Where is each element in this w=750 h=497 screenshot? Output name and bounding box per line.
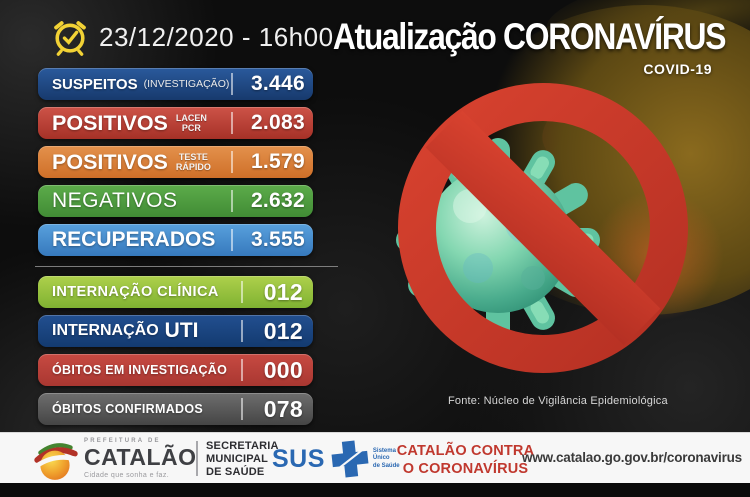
stat-value-divider (241, 359, 243, 381)
stat-bar-recuperados: RECUPERADOS 3.555 (38, 224, 313, 256)
stat-value: 2.632 (250, 189, 305, 212)
stat-value-divider (231, 190, 233, 212)
stat-sublabel: TESTE RÁPIDO (175, 151, 211, 172)
stat-value-divider (241, 398, 243, 420)
title-block: Atualização CORONAVÍRUS COVID-19 (269, 16, 727, 77)
page-subtitle: COVID-19 (643, 61, 712, 77)
prefeitura-de-label: PREFEITURA DE (84, 438, 161, 444)
footer-bar: PREFEITURA DE CATALÃO Cidade que sonha e… (0, 432, 750, 483)
stat-value: 2.083 (250, 111, 305, 134)
stat-label: INTERNAÇÃO (52, 322, 159, 339)
stat-bar-negativos: NEGATIVOS 2.632 (38, 185, 313, 217)
stat-bar-positivos-teste: POSITIVOS TESTE RÁPIDO 1.579 (38, 146, 313, 178)
stat-label: ÓBITOS CONFIRMADOS (52, 402, 204, 416)
catalao-wordmark: CATALÃO (84, 444, 197, 470)
stat-label-zone: ÓBITOS CONFIRMADOS (38, 402, 241, 416)
stat-label: ÓBITOS EM INVESTIGAÇÃO (52, 363, 228, 377)
page-title: Atualização CORONAVÍRUS (332, 16, 727, 57)
stat-value: 012 (263, 317, 303, 344)
stat-label-zone: INTERNAÇÃO UTI (38, 319, 241, 343)
sus-small-label: Sistema Único de Saúde (372, 447, 400, 469)
sus-logo: SUS Sistema Único de Saúde (272, 439, 400, 479)
stat-value: 1.579 (250, 150, 305, 173)
secretaria-saude-label: SECRETARIA MUNICIPAL DE SAÚDE (206, 440, 279, 478)
source-note: Fonte: Núcleo de Vigilância Epidemiológi… (448, 395, 668, 407)
stat-sublabel: (INVESTIGAÇÃO) (143, 78, 230, 90)
stat-sublabel: LACEN PCR (175, 112, 207, 133)
header-date-row: 23/12/2020 - 16h00 (50, 17, 334, 57)
sus-wordmark: SUS (272, 444, 325, 473)
sus-cross-icon (331, 440, 369, 478)
stat-bar-suspeitos: SUSPEITOS (INVESTIGAÇÃO) 3.446 (38, 68, 313, 100)
report-datetime: 23/12/2020 - 16h00 (99, 21, 334, 52)
catalao-city-logo-icon (33, 443, 79, 480)
bottom-black-strip (0, 483, 750, 497)
footer-divider (196, 441, 198, 476)
stat-label-big: UTI (164, 319, 199, 342)
campaign-slogan: CATALÃO CONTRA O CORONAVÍRUS (396, 443, 535, 478)
catalao-logo-text: PREFEITURA DE CATALÃO Cidade que sonha e… (84, 438, 197, 479)
stat-label: INTERNAÇÃO CLÍNICA (52, 284, 219, 300)
stat-label: NEGATIVOS (52, 189, 178, 212)
stat-label-zone: INTERNAÇÃO CLÍNICA (38, 284, 241, 300)
stats-group-divider (35, 266, 338, 267)
stats-list: SUSPEITOS (INVESTIGAÇÃO) 3.446 POSITIVOS… (35, 68, 338, 432)
stat-bar-internacao-clinica: INTERNAÇÃO CLÍNICA 012 (38, 276, 313, 308)
stat-bar-obitos-investigacao: ÓBITOS EM INVESTIGAÇÃO 000 (38, 354, 313, 386)
stat-label-zone: POSITIVOS TESTE RÁPIDO (38, 150, 231, 175)
stat-value-divider (231, 112, 233, 134)
stat-label: POSITIVOS (52, 110, 168, 135)
stat-value-divider (231, 151, 233, 173)
stat-value-divider (241, 281, 243, 303)
stat-label-zone: POSITIVOS LACEN PCR (38, 111, 231, 136)
stat-value: 000 (263, 356, 303, 383)
website-url: www.catalao.go.gov.br/coronavirus (522, 450, 742, 465)
stat-label: POSITIVOS (52, 149, 168, 174)
stat-value: 078 (263, 395, 303, 422)
stat-bar-positivos-pcr: POSITIVOS LACEN PCR 2.083 (38, 107, 313, 139)
stat-bar-internacao-uti: INTERNAÇÃO UTI 012 (38, 315, 313, 347)
stat-value-divider (241, 320, 243, 342)
stat-bar-obitos-confirmados: ÓBITOS CONFIRMADOS 078 (38, 393, 313, 425)
no-coronavirus-sign (396, 83, 688, 373)
stat-value-divider (231, 229, 233, 251)
stat-value: 3.555 (250, 228, 305, 251)
stat-value: 012 (263, 278, 303, 305)
stat-value: 3.446 (250, 72, 305, 95)
stat-label: RECUPERADOS (52, 228, 216, 251)
alarm-clock-check-icon (54, 21, 86, 56)
stat-label-zone: NEGATIVOS (38, 189, 231, 213)
stat-value-divider (231, 73, 233, 95)
stat-label-zone: SUSPEITOS (INVESTIGAÇÃO) (38, 76, 231, 93)
city-tagline: Cidade que sonha e faz. (84, 472, 170, 479)
stat-label-zone: RECUPERADOS (38, 228, 231, 252)
stat-label: SUSPEITOS (52, 75, 138, 93)
stat-label-zone: ÓBITOS EM INVESTIGAÇÃO (38, 363, 241, 377)
